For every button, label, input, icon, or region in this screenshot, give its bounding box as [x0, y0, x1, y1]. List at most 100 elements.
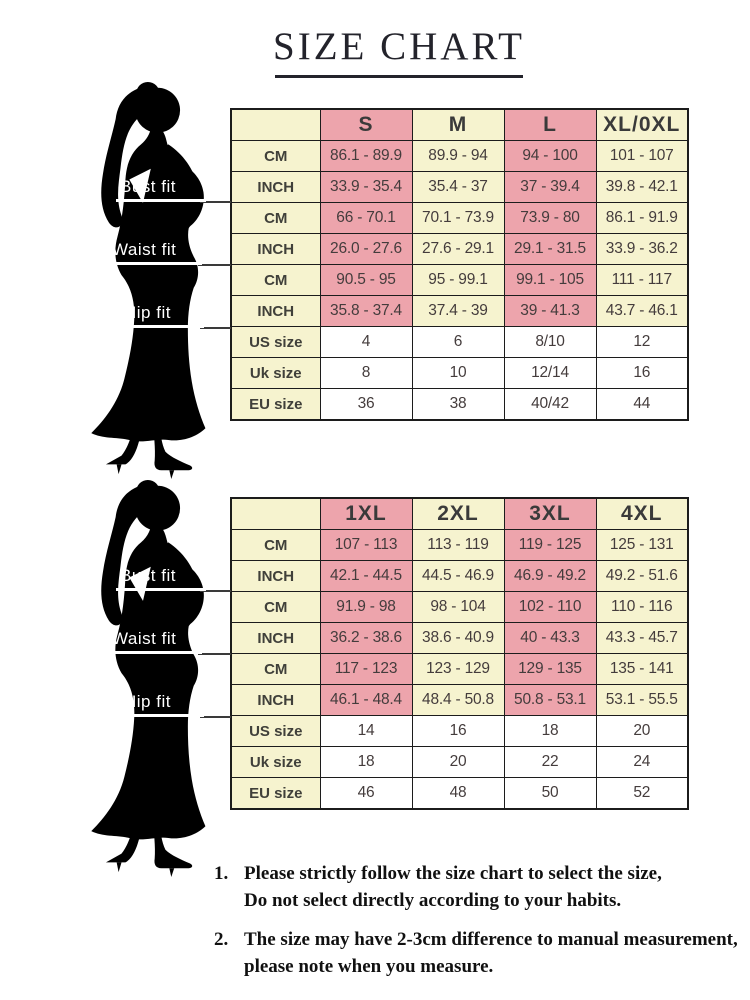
measure-unit-label: CM: [230, 591, 321, 623]
fit-label-underline: [118, 325, 204, 328]
measure-unit-label: CM: [230, 264, 321, 296]
size-value-cell: 37 - 39.4: [503, 171, 597, 203]
size-value-cell: 119 - 125: [503, 529, 597, 561]
measure-unit-label: INCH: [230, 684, 321, 716]
table-row: Uk size 8 10 12/14 16: [230, 357, 689, 389]
note-text: The size may have 2-3cm difference to ma…: [244, 926, 742, 980]
size-value-cell: 8: [319, 357, 413, 389]
table-row: INCH 42.1 - 44.5 44.5 - 46.9 46.9 - 49.2 49.…: [230, 560, 689, 592]
table-row: Uk size 18 20 22 24: [230, 746, 689, 778]
size-value-cell: 16: [411, 715, 505, 747]
table-row: CM 117 - 123 123 - 129 129 - 135 135 - 141: [230, 653, 689, 685]
size-value-cell: 26.0 - 27.6: [319, 233, 413, 265]
fit-label-waist: Waist fit: [112, 240, 177, 259]
size-value-cell: 42.1 - 44.5: [319, 560, 413, 592]
size-value-cell: 53.1 - 55.5: [595, 684, 689, 716]
size-value-cell: 22: [503, 746, 597, 778]
size-value-cell: 46.1 - 48.4: [319, 684, 413, 716]
measure-unit-label: EU size: [230, 388, 321, 421]
note-item-2: 2. The size may have 2-3cm difference to…: [214, 926, 742, 980]
measure-unit-label: INCH: [230, 622, 321, 654]
size-value-cell: 94 - 100: [503, 140, 597, 172]
size-value-cell: 46.9 - 49.2: [503, 560, 597, 592]
size-value-cell: 91.9 - 98: [319, 591, 413, 623]
size-value-cell: 111 - 117: [595, 264, 689, 296]
note-line: please note when you measure.: [244, 956, 494, 977]
size-value-cell: 117 - 123: [319, 653, 413, 685]
size-value-cell: 70.1 - 73.9: [411, 202, 505, 234]
measure-unit-label: INCH: [230, 295, 321, 327]
size-value-cell: 39.8 - 42.1: [595, 171, 689, 203]
size-value-cell: 29.1 - 31.5: [503, 233, 597, 265]
table-row: CM 91.9 - 98 98 - 104 102 - 110 110 - 116: [230, 591, 689, 623]
size-column-header: M: [411, 108, 505, 141]
size-value-cell: 36: [319, 388, 413, 421]
size-value-cell: 90.5 - 95: [319, 264, 413, 296]
measure-unit-label: CM: [230, 140, 321, 172]
measure-unit-label: Uk size: [230, 357, 321, 389]
table-row: EU size 36 38 40/42 44: [230, 388, 689, 421]
size-value-cell: 37.4 - 39: [411, 295, 505, 327]
note-number: 2.: [214, 929, 229, 950]
table-row: INCH 35.8 - 37.4 37.4 - 39 39 - 41.3 43.7 - …: [230, 295, 689, 327]
header-row: S M L XL/0XL: [230, 108, 689, 141]
note-number: 1.: [214, 863, 229, 884]
header-row: 1XL 2XL 3XL 4XL: [230, 497, 689, 530]
table-row: INCH 33.9 - 35.4 35.4 - 37 37 - 39.4 39.8 - …: [230, 171, 689, 203]
size-column-header: L: [503, 108, 597, 141]
table-row: CM 66 - 70.1 70.1 - 73.9 73.9 - 80 86.1 - 91…: [230, 202, 689, 234]
size-value-cell: 110 - 116: [595, 591, 689, 623]
table-row: US size 4 6 8/10 12: [230, 326, 689, 358]
size-value-cell: 12/14: [503, 357, 597, 389]
size-value-cell: 99.1 - 105: [503, 264, 597, 296]
size-value-cell: 50: [503, 777, 597, 810]
size-value-cell: 10: [411, 357, 505, 389]
size-value-cell: 35.4 - 37: [411, 171, 505, 203]
size-value-cell: 129 - 135: [503, 653, 597, 685]
size-value-cell: 6: [411, 326, 505, 358]
size-value-cell: 66 - 70.1: [319, 202, 413, 234]
measure-unit-label: EU size: [230, 777, 321, 810]
size-column-header: 2XL: [411, 497, 505, 530]
table-row: CM 86.1 - 89.9 89.9 - 94 94 - 100 101 - 107: [230, 140, 689, 172]
measure-unit-label: US size: [230, 326, 321, 358]
size-value-cell: 20: [595, 715, 689, 747]
size-value-cell: 125 - 131: [595, 529, 689, 561]
table-row: INCH 36.2 - 38.6 38.6 - 40.9 40 - 43.3 43.3 …: [230, 622, 689, 654]
note-line: The size may have 2-3cm difference to ma…: [244, 929, 738, 950]
measure-unit-label: INCH: [230, 560, 321, 592]
size-column-header: 3XL: [503, 497, 597, 530]
fit-label-hip: Hip fit: [124, 692, 171, 711]
woman-silhouette-icon: [91, 479, 206, 878]
measure-unit-label: CM: [230, 529, 321, 561]
corner-cell: [230, 497, 321, 530]
fit-connector-line: [198, 653, 231, 655]
size-value-cell: 24: [595, 746, 689, 778]
notes-list: 1. Please strictly follow the size chart…: [214, 860, 742, 980]
size-value-cell: 20: [411, 746, 505, 778]
size-value-cell: 49.2 - 51.6: [595, 560, 689, 592]
size-value-cell: 18: [503, 715, 597, 747]
size-value-cell: 123 - 129: [411, 653, 505, 685]
measure-unit-label: US size: [230, 715, 321, 747]
size-value-cell: 43.3 - 45.7: [595, 622, 689, 654]
fit-connector-line: [200, 716, 231, 718]
size-value-cell: 35.8 - 37.4: [319, 295, 413, 327]
fit-label-underline: [110, 262, 202, 265]
measure-unit-label: INCH: [230, 233, 321, 265]
size-value-cell: 38.6 - 40.9: [411, 622, 505, 654]
table-row: US size 14 16 18 20: [230, 715, 689, 747]
title-underline: [275, 75, 523, 78]
size-value-cell: 8/10: [503, 326, 597, 358]
size-value-cell: 44: [595, 388, 689, 421]
fit-label-bust: Bust fit: [120, 177, 176, 196]
page-header: SIZE CHART: [258, 24, 540, 78]
size-value-cell: 48.4 - 50.8: [411, 684, 505, 716]
corner-cell: [230, 108, 321, 141]
size-value-cell: 39 - 41.3: [503, 295, 597, 327]
size-value-cell: 48: [411, 777, 505, 810]
size-value-cell: 16: [595, 357, 689, 389]
size-value-cell: 38: [411, 388, 505, 421]
fit-label-underline: [116, 588, 206, 591]
fit-label-hip: Hip fit: [124, 303, 171, 322]
